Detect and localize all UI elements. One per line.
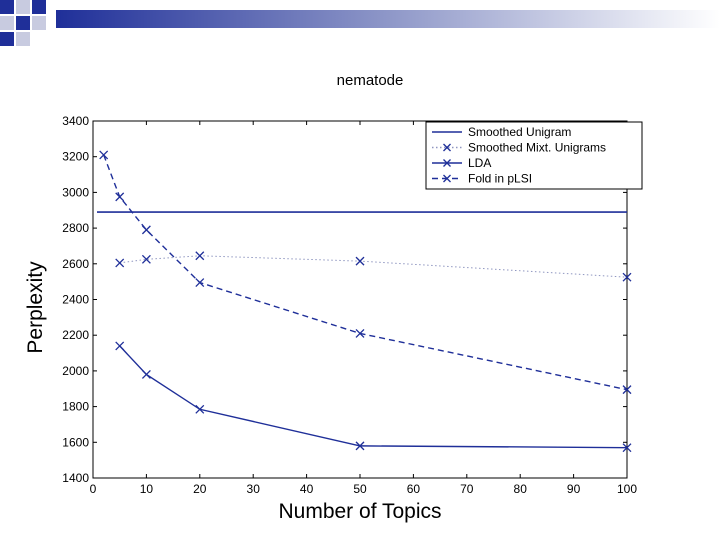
legend-label: Fold in pLSI — [468, 172, 532, 186]
data-point-marker — [141, 225, 151, 235]
legend-marker — [443, 143, 451, 152]
y-tick-label: 2800 — [62, 221, 89, 235]
x-tick-label: 80 — [514, 482, 528, 496]
y-tick-label: 2400 — [62, 293, 89, 307]
y-tick-label: 3400 — [62, 114, 89, 128]
x-tick-label: 40 — [300, 482, 314, 496]
y-axis-title: Perplexity — [24, 261, 47, 354]
series-lda — [115, 341, 632, 453]
slide-corner-decoration — [0, 0, 720, 46]
y-tick-label: 2600 — [62, 257, 89, 271]
x-tick-label: 30 — [247, 482, 261, 496]
y-tick-label: 3200 — [62, 150, 89, 164]
slide-title: nematode — [336, 72, 404, 89]
y-tick-label: 1600 — [62, 435, 89, 449]
series-smoothed-mixt-unigrams — [115, 251, 632, 282]
legend-label: Smoothed Mixt. Unigrams — [468, 141, 606, 155]
x-tick-label: 100 — [617, 482, 637, 496]
y-tick-label: 2200 — [62, 328, 89, 342]
data-point-marker — [622, 385, 632, 395]
legend-label: LDA — [468, 156, 491, 170]
x-tick-label: 50 — [353, 482, 367, 496]
data-point-marker — [355, 328, 365, 338]
data-point-marker — [141, 254, 151, 264]
data-point-marker — [115, 341, 125, 351]
data-point-marker — [115, 258, 125, 268]
legend-box — [425, 121, 643, 190]
legend-marker — [443, 174, 451, 183]
x-tick-label: 60 — [407, 482, 421, 496]
x-tick-label: 90 — [567, 482, 581, 496]
data-point-marker — [195, 404, 205, 414]
data-point-marker — [355, 256, 365, 266]
data-point-marker — [622, 443, 632, 453]
x-axis-title: Number of Topics — [278, 500, 441, 523]
legend-label: Smoothed Unigram — [468, 125, 571, 139]
x-tick-label: 10 — [140, 482, 154, 496]
x-tick-label: 0 — [90, 482, 97, 496]
y-tick-label: 2000 — [62, 364, 89, 378]
series-line — [119, 345, 628, 449]
x-tick-label: 70 — [460, 482, 474, 496]
legend-marker — [443, 159, 451, 167]
data-point-marker — [115, 192, 125, 202]
series-fold-in-plsi — [99, 150, 632, 395]
data-point-marker — [99, 150, 109, 160]
chart-legend: Smoothed Unigram Smoothed Mixt. UnigramsL… — [425, 121, 643, 190]
series-line — [103, 154, 628, 391]
series-layer — [97, 150, 632, 453]
data-point-marker — [355, 441, 365, 451]
x-axis-ticks: 0 10 20 30 40 50 60 70 80 90 100 — [90, 121, 637, 496]
data-point-marker — [195, 278, 205, 288]
y-tick-label: 1800 — [62, 400, 89, 414]
y-tick-label: 3000 — [62, 185, 89, 199]
data-point-marker — [195, 251, 205, 261]
y-axis-ticks: 1400 1600 1800 2000 2200 2400 2600 2800 3000 3200… — [62, 114, 627, 485]
y-tick-label: 1400 — [62, 471, 89, 485]
data-point-marker — [141, 370, 151, 379]
x-tick-label: 20 — [193, 482, 207, 496]
data-point-marker — [622, 272, 632, 282]
